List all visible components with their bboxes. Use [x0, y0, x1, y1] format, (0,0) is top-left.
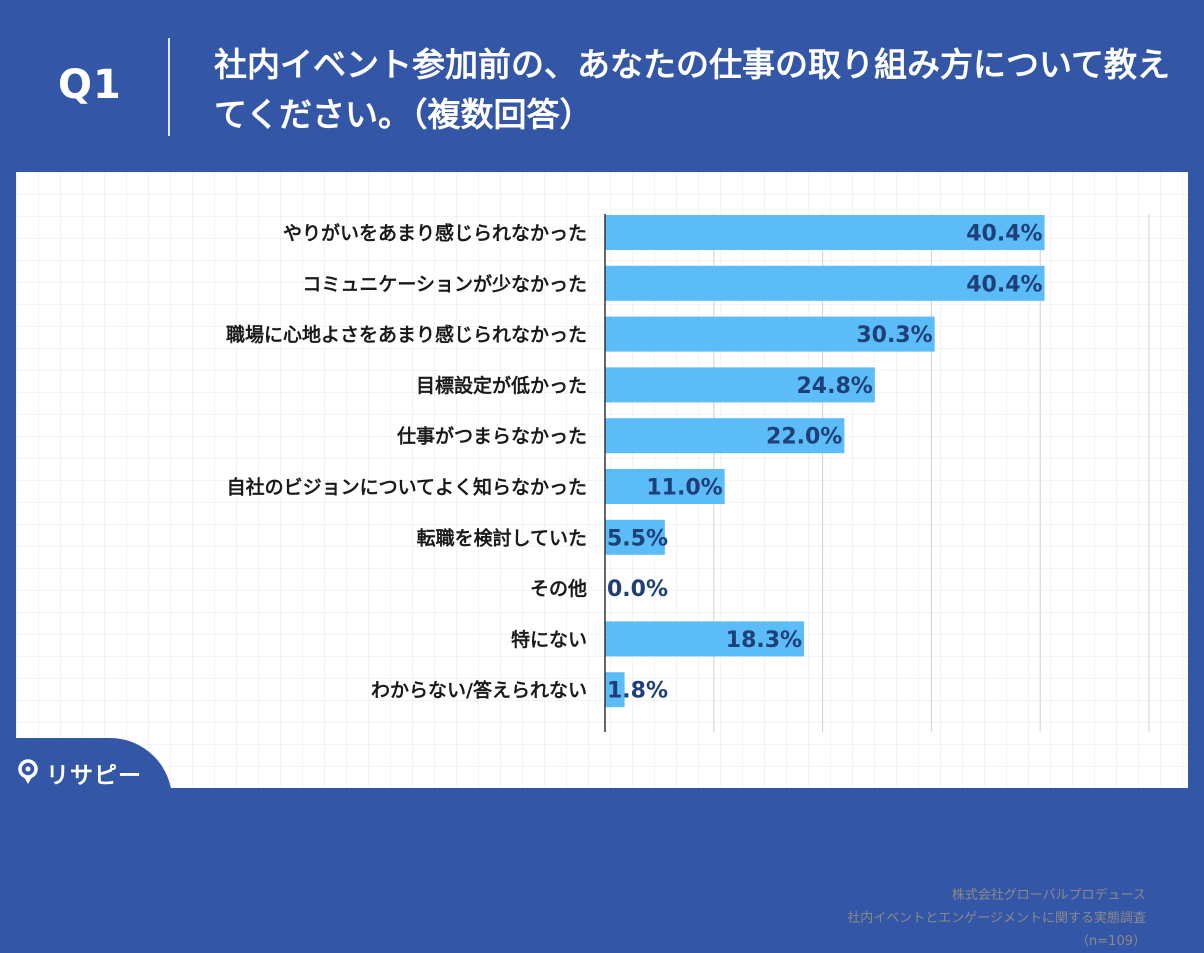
magnifier-pin-icon	[18, 759, 38, 784]
value-label: 5.5%	[607, 526, 668, 551]
survey-credit: 株式会社グローバルプロデュース 社内イベントとエンゲージメントに関する実態調査 …	[847, 884, 1146, 953]
bar	[605, 418, 845, 454]
value-label: 22.0%	[766, 425, 842, 450]
value-label: 40.4%	[966, 222, 1042, 247]
bar	[605, 621, 805, 657]
category-label: 仕事がつまらなかった	[396, 425, 587, 448]
credit-survey: 社内イベントとエンゲージメントに関する実態調査	[847, 911, 1146, 926]
risapi-logo: リサピー	[0, 738, 172, 804]
chart-panel: やりがいをあまり感じられなかった 40.4% コミュニケーションが少なかった 40.4…	[16, 172, 1188, 949]
bar	[605, 265, 1045, 301]
header-divider	[168, 38, 170, 136]
logo-text: リサピー	[46, 763, 142, 789]
bar-chart: やりがいをあまり感じられなかった 40.4% コミュニケーションが少なかった 40.4…	[226, 214, 1150, 732]
bar	[605, 316, 935, 352]
value-label: 18.3%	[726, 628, 802, 653]
question-header: Q1 社内イベント参加前の、あなたの仕事の取り組み方について教えてください。（複…	[0, 0, 1204, 172]
question-title: 社内イベント参加前の、あなたの仕事の取り組み方について教えてください。（複数回答…	[214, 45, 1171, 134]
bar	[605, 672, 625, 708]
category-label: 自社のビジョンについてよく知らなかった	[227, 476, 587, 499]
category-label: その他	[530, 577, 587, 600]
bar	[605, 469, 725, 504]
category-label: 転職を検討していた	[417, 526, 587, 549]
category-label: 目標設定が低かった	[416, 374, 587, 397]
bar	[605, 367, 875, 403]
question-number: Q1	[58, 62, 122, 108]
value-label: 40.4%	[966, 272, 1042, 297]
category-label: コミュニケーションが少なかった	[302, 272, 587, 295]
credit-company: 株式会社グローバルプロデュース	[951, 888, 1146, 903]
credit-sample-size: （n=109）	[1076, 934, 1146, 949]
value-label: 30.3%	[856, 323, 932, 348]
category-label: 特にない	[511, 629, 587, 651]
value-label: 0.0%	[607, 577, 668, 602]
value-label: 1.8%	[607, 679, 668, 704]
bar	[605, 215, 1045, 250]
value-label: 11.0%	[646, 476, 722, 501]
bar	[605, 519, 665, 555]
value-label: 24.8%	[796, 374, 872, 399]
category-label: 職場に心地よさをあまり感じられなかった	[226, 323, 587, 346]
category-label: やりがいをあまり感じられなかった	[283, 222, 587, 245]
category-label: わからない/答えられない	[371, 679, 587, 702]
